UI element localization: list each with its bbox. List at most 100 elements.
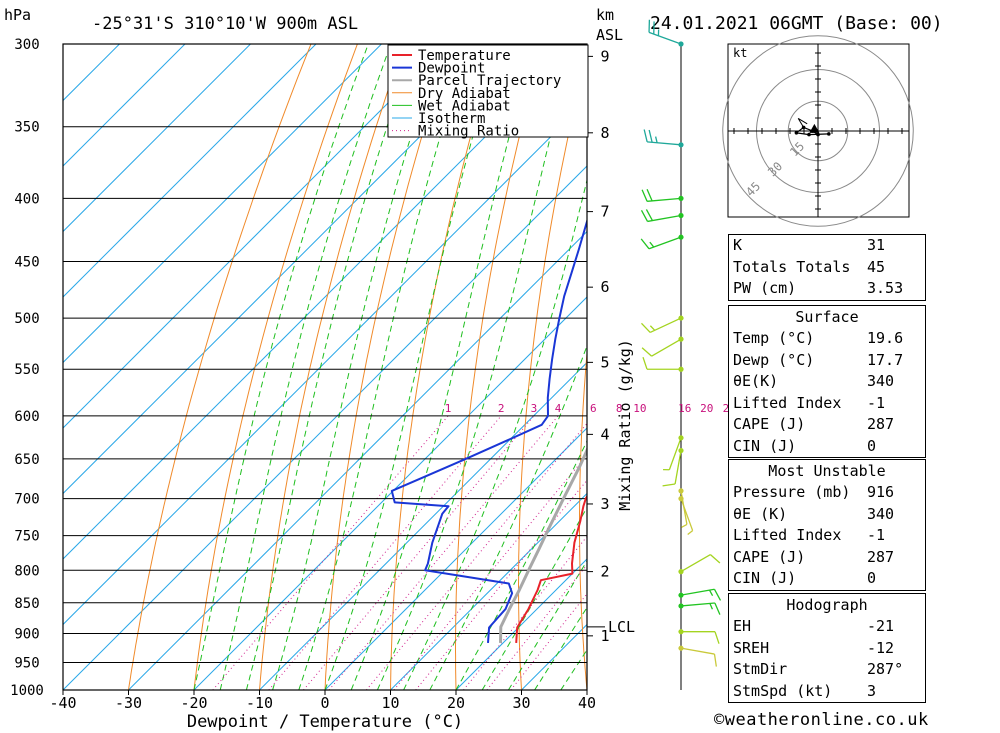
dewpoint-line [390, 217, 587, 643]
surface-label: CAPE (J) [733, 415, 806, 433]
wind-barb [678, 496, 694, 536]
temperature-line [515, 494, 587, 643]
mixing-ratio-labels: 12346810162025 [445, 402, 736, 415]
hodograph-param-value: 287° [867, 660, 904, 678]
wind-barb [662, 447, 684, 487]
x-axis-label: Dewpoint / Temperature (°C) [187, 712, 463, 732]
isotherm-line [63, 44, 579, 560]
wind-barb-half-feather [709, 603, 714, 610]
wind-barb-staff [647, 214, 682, 223]
index-value: 3.53 [867, 279, 904, 297]
legend-entry: Parcel Trajectory [418, 73, 561, 89]
legend-entry: Isotherm [418, 111, 485, 127]
legend-entry: Temperature [418, 48, 511, 64]
mixing-ratio-label: 6 [590, 402, 597, 415]
isotherm-line [63, 99, 587, 626]
wind-barb [678, 554, 721, 575]
indices-rows: K 31 Totals Totals 45 PW (cm) 3.53 [729, 235, 925, 300]
wind-barb-staff [648, 31, 682, 45]
wind-barb-feather [643, 129, 648, 142]
isotherm-line [63, 44, 251, 233]
wind-profile [640, 19, 722, 690]
most-unstable-value: -1 [867, 526, 886, 544]
hodograph-params-rows: EH -21 SREH -12 StmDir 287° StmSpd (kt) 3 [729, 616, 925, 702]
legend-entry: Dewpoint [418, 61, 485, 77]
wind-barb-feather [641, 322, 651, 333]
wind-barb [641, 315, 684, 334]
most-unstable-value: 287 [867, 547, 895, 566]
most-unstable-rows: Pressure (mb) 916 θE (K) 340 Lifted Index -1 C… [729, 482, 925, 590]
sounding-profiles [390, 217, 587, 643]
mixing-ratio-label: 4 [555, 402, 562, 415]
wind-barb-dot [678, 234, 684, 240]
km-tick-label: 3 [600, 495, 609, 513]
index-label: K [733, 236, 743, 254]
km-tick-label: 1 [600, 627, 609, 645]
wind-barb-feather [646, 189, 653, 202]
legend-entry: Wet Adiabat [418, 98, 511, 114]
wind-barb-feather [714, 631, 720, 644]
wet-adiabat-line [272, 44, 441, 690]
most-unstable-label: θE (K) [733, 504, 788, 523]
isotherm-lines [63, 44, 587, 690]
lcl-label: LCL [608, 618, 635, 636]
isotherm-line [63, 165, 587, 690]
hodograph-point [827, 132, 831, 136]
most-unstable-row: Pressure (mb) 916 [729, 482, 925, 504]
hodograph-param-value: -12 [867, 638, 895, 657]
pressure-tick-label: 350 [14, 120, 39, 136]
hodograph-unit-label: kt [733, 46, 747, 60]
pressure-tick-label: 800 [14, 563, 39, 579]
wind-barb [640, 234, 684, 250]
hodograph-ring [722, 35, 914, 227]
wet-adiabat-line [376, 44, 575, 690]
surface-panel: Surface Temp (°C) 19.6 Dewp (°C) 17.7 θE(K) 3… [728, 305, 926, 458]
datetime-title: 24.01.2021 06GMT (Base: 00) [650, 13, 943, 34]
most-unstable-row: θE (K) 340 [729, 504, 925, 526]
wind-barb [663, 435, 684, 471]
wind-barb-staff [647, 141, 682, 146]
isotherm-line [455, 558, 587, 690]
mixing-ratio-label: 1 [445, 402, 452, 415]
mixing-ratio-line [328, 415, 559, 690]
pressure-tick-label: 450 [14, 255, 39, 271]
isotherm-line [63, 44, 448, 429]
hodograph-param-value: -21 [867, 617, 895, 635]
hodograph-param-label: StmDir [733, 660, 788, 678]
surface-row: CIN (J) 0 [729, 436, 925, 458]
hodograph-param-row: SREH -12 [729, 638, 925, 660]
wind-barb-staff [680, 554, 711, 573]
surface-row: Lifted Index -1 [729, 393, 925, 415]
temperature-tick-label: -10 [246, 694, 273, 712]
pressure-tick-label: 300 [14, 37, 39, 53]
dry-adiabat-line [324, 44, 451, 690]
wind-barb-staff [648, 236, 682, 250]
surface-value: 340 [867, 372, 895, 390]
hodograph-upper-trace [797, 117, 808, 128]
wind-barb-half-feather [654, 136, 658, 143]
parcel-trajectory-line [499, 446, 587, 643]
surface-label: Dewp (°C) [733, 350, 815, 369]
surface-value: 0 [867, 436, 877, 455]
surface-row: θE(K) 340 [729, 371, 925, 393]
index-row: PW (cm) 3.53 [729, 278, 925, 300]
surface-label: θE(K) [733, 372, 779, 390]
mixing-ratio-label: 20 [700, 402, 713, 415]
most-unstable-value: 0 [867, 569, 877, 587]
km-tick-label: 7 [600, 203, 609, 221]
wet-adiabat-line [324, 44, 500, 690]
wind-barb [678, 488, 688, 528]
wind-barb [640, 209, 684, 223]
wind-barb-half-feather [649, 241, 655, 248]
wind-barb-feather [662, 483, 676, 487]
wind-barb-feather [642, 357, 648, 370]
surface-label: Temp (°C) [733, 329, 815, 347]
wind-barb [678, 588, 722, 601]
isotherm-line [63, 44, 186, 167]
pressure-tick-label: 900 [14, 626, 39, 642]
pressure-tick-label: 650 [14, 452, 39, 468]
wind-barb-feather [645, 209, 654, 221]
wind-barb-feather [648, 129, 653, 143]
wind-barb [641, 336, 684, 357]
